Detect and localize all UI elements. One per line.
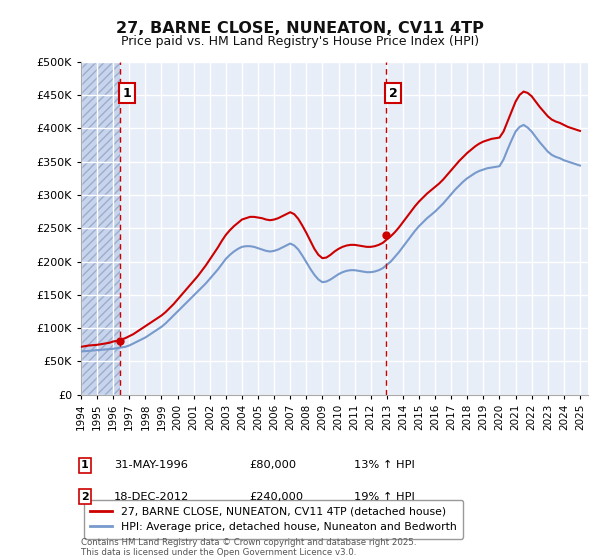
Text: 19% ↑ HPI: 19% ↑ HPI bbox=[354, 492, 415, 502]
Text: 18-DEC-2012: 18-DEC-2012 bbox=[114, 492, 189, 502]
Text: 13% ↑ HPI: 13% ↑ HPI bbox=[354, 460, 415, 470]
Text: 27, BARNE CLOSE, NUNEATON, CV11 4TP: 27, BARNE CLOSE, NUNEATON, CV11 4TP bbox=[116, 21, 484, 36]
Bar bbox=[81, 62, 120, 395]
Legend: 27, BARNE CLOSE, NUNEATON, CV11 4TP (detached house), HPI: Average price, detach: 27, BARNE CLOSE, NUNEATON, CV11 4TP (det… bbox=[84, 500, 463, 539]
Text: 1: 1 bbox=[122, 87, 131, 100]
Text: 31-MAY-1996: 31-MAY-1996 bbox=[114, 460, 188, 470]
Text: £80,000: £80,000 bbox=[249, 460, 296, 470]
Text: 1: 1 bbox=[81, 460, 89, 470]
Text: Contains HM Land Registry data © Crown copyright and database right 2025.
This d: Contains HM Land Registry data © Crown c… bbox=[81, 538, 416, 557]
Text: Price paid vs. HM Land Registry's House Price Index (HPI): Price paid vs. HM Land Registry's House … bbox=[121, 35, 479, 48]
Text: 2: 2 bbox=[389, 87, 397, 100]
Text: £240,000: £240,000 bbox=[249, 492, 303, 502]
Text: 2: 2 bbox=[81, 492, 89, 502]
